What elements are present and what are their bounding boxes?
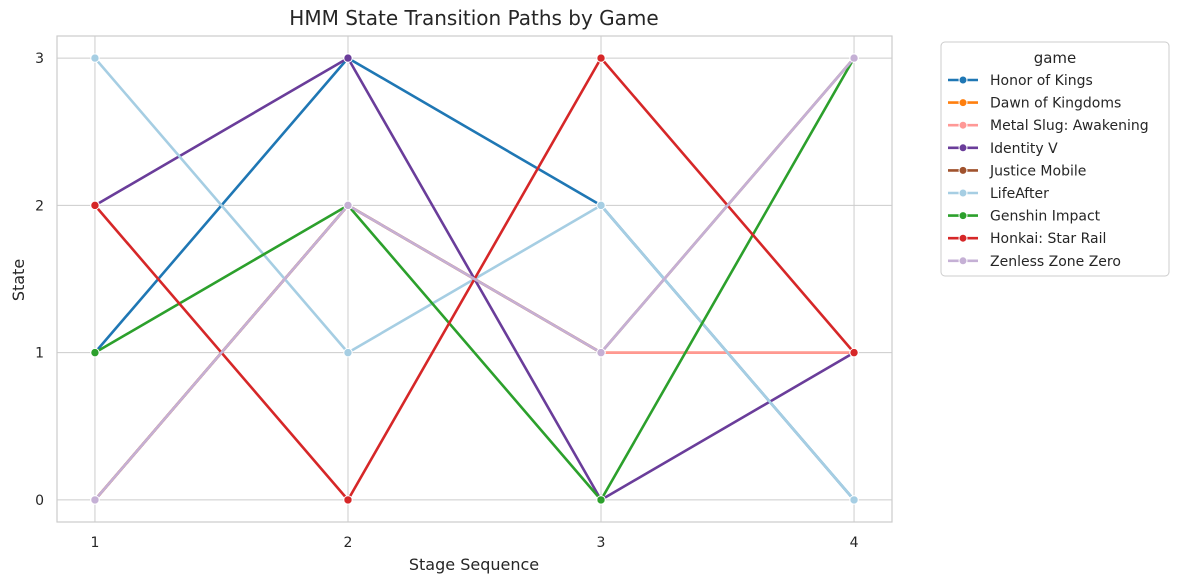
legend-entry-label: Justice Mobile	[989, 163, 1086, 179]
y-tick-label: 2	[35, 198, 44, 214]
data-point	[849, 53, 859, 63]
series-8	[90, 53, 859, 505]
data-point	[596, 200, 606, 211]
legend-entry-label: Zenless Zone Zero	[990, 254, 1121, 270]
legend-entry-label: Honkai: Star Rail	[990, 231, 1106, 247]
legend-swatch-marker	[958, 233, 968, 243]
y-axis-label: State	[9, 259, 28, 301]
data-point	[596, 347, 606, 358]
data-point	[90, 347, 100, 358]
legend-entry-label: Honor of Kings	[990, 73, 1093, 89]
legend-entry-label: Metal Slug: Awakening	[990, 118, 1149, 134]
plot-frame	[56, 35, 893, 523]
x-tick-label: 3	[597, 535, 606, 551]
legend-entry-label: Identity V	[990, 141, 1058, 157]
data-point	[343, 347, 353, 358]
legend-swatch-marker	[958, 98, 968, 108]
data-point	[90, 53, 100, 63]
data-point	[596, 53, 606, 63]
legend-title: game	[1034, 49, 1077, 67]
legend-entry-label: LifeAfter	[990, 186, 1049, 202]
legend-swatch-marker	[958, 188, 968, 198]
data-point	[596, 495, 606, 505]
legend-swatch-marker	[958, 120, 968, 130]
legend-swatch-marker	[958, 211, 968, 221]
legend-swatch-marker	[958, 256, 968, 266]
legend: game Honor of Kings Dawn of Kingdoms Metal…	[940, 41, 1170, 277]
x-tick-label: 1	[90, 535, 99, 551]
legend-entry-label: Genshin Impact	[990, 209, 1101, 225]
y-tick-label: 1	[35, 346, 44, 362]
legend-swatch-marker	[958, 143, 968, 153]
legend-box	[940, 41, 1170, 277]
x-axis-label: Stage Sequence	[409, 555, 539, 574]
series-line	[93, 57, 856, 501]
y-tick-label: 0	[35, 493, 44, 509]
data-point	[343, 495, 353, 505]
chart-title: HMM State Transition Paths by Game	[289, 6, 658, 30]
x-tick-label: 4	[850, 535, 859, 551]
legend-swatch-marker	[958, 75, 968, 85]
data-point	[90, 495, 100, 505]
data-point	[849, 347, 859, 358]
plot-area: 1 2 3 4 0 1 2 3	[35, 35, 893, 551]
data-point	[343, 53, 353, 63]
series-line	[94, 57, 856, 502]
y-tick-label: 3	[35, 51, 44, 67]
data-point	[90, 200, 100, 211]
legend-swatch-marker	[958, 165, 968, 175]
data-point	[343, 200, 353, 211]
data-point	[849, 495, 859, 505]
legend-entry-label: Dawn of Kingdoms	[990, 96, 1121, 112]
x-tick-label: 2	[344, 535, 353, 551]
